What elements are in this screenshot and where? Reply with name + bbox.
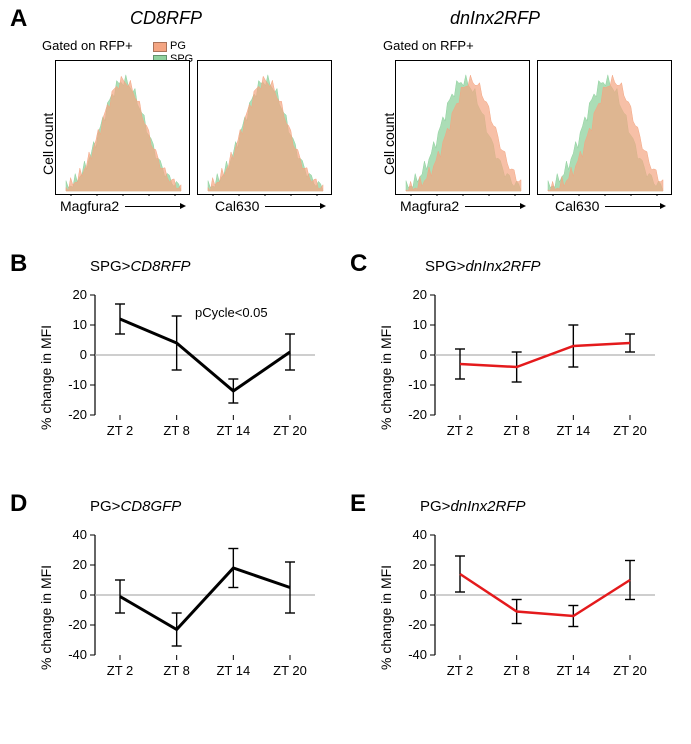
panel-d-ylabel: % change in MFI bbox=[38, 565, 54, 670]
svg-text:10: 10 bbox=[73, 317, 87, 332]
svg-text:ZT 14: ZT 14 bbox=[216, 423, 250, 438]
svg-text:ZT 14: ZT 14 bbox=[216, 663, 250, 678]
panel-d-title: PG>CD8GFP bbox=[90, 498, 181, 515]
histogram-4 bbox=[537, 60, 672, 195]
svg-text:20: 20 bbox=[413, 557, 427, 572]
svg-text:ZT 20: ZT 20 bbox=[613, 663, 647, 678]
panel-c-label: C bbox=[350, 250, 367, 278]
panel-b-title: SPG>CD8RFP bbox=[90, 258, 190, 275]
chart-c: -20 -10 0 10 20 ZT 2 ZT 8 ZT 14 ZT 20 bbox=[405, 290, 665, 445]
panel-d-label: D bbox=[10, 490, 27, 518]
histogram-3 bbox=[395, 60, 530, 195]
svg-text:-10: -10 bbox=[68, 377, 87, 392]
svg-text:ZT 20: ZT 20 bbox=[273, 423, 307, 438]
svg-text:40: 40 bbox=[413, 530, 427, 542]
svg-text:ZT 8: ZT 8 bbox=[163, 423, 190, 438]
svg-text:-40: -40 bbox=[68, 647, 87, 662]
legend-pg-swatch bbox=[153, 42, 167, 52]
svg-text:10: 10 bbox=[413, 317, 427, 332]
panel-b-title-prefix: SPG> bbox=[90, 258, 130, 275]
svg-text:0: 0 bbox=[420, 587, 427, 602]
svg-text:ZT 14: ZT 14 bbox=[556, 423, 590, 438]
panel-c-ylabel: % change in MFI bbox=[378, 325, 394, 430]
svg-text:0: 0 bbox=[80, 347, 87, 362]
panel-a-label: A bbox=[10, 5, 27, 33]
svg-text:ZT 8: ZT 8 bbox=[163, 663, 190, 678]
panel-c-title: SPG>dnInx2RFP bbox=[425, 258, 540, 275]
panel-e-title: PG>dnInx2RFP bbox=[420, 498, 525, 515]
svg-text:ZT 2: ZT 2 bbox=[447, 663, 474, 678]
svg-text:ZT 8: ZT 8 bbox=[503, 663, 530, 678]
figure-container: { "panelA": { "label": "A", "left_title"… bbox=[0, 0, 691, 744]
panel-b-ylabel: % change in MFI bbox=[38, 325, 54, 430]
panel-e-title-prefix: PG> bbox=[420, 498, 450, 515]
svg-text:ZT 20: ZT 20 bbox=[613, 423, 647, 438]
svg-text:ZT 2: ZT 2 bbox=[447, 423, 474, 438]
panel-b-annotation: pCycle<0.05 bbox=[195, 305, 268, 320]
panel-b-title-italic: CD8RFP bbox=[130, 258, 190, 275]
gate-label-left: Gated on RFP+ bbox=[42, 38, 133, 53]
svg-text:ZT 2: ZT 2 bbox=[107, 663, 134, 678]
gate-label-right: Gated on RFP+ bbox=[383, 38, 474, 53]
svg-text:-20: -20 bbox=[68, 617, 87, 632]
panel-c-title-italic: dnInx2RFP bbox=[465, 258, 540, 275]
panel-a-right-title: dnInx2RFP bbox=[450, 8, 540, 29]
hist3-xlabel: Magfura2 bbox=[400, 198, 459, 214]
panel-a-left-title: CD8RFP bbox=[130, 8, 202, 29]
svg-text:-10: -10 bbox=[408, 377, 427, 392]
panel-c-title-prefix: SPG> bbox=[425, 258, 465, 275]
svg-text:ZT 8: ZT 8 bbox=[503, 423, 530, 438]
panel-e-label: E bbox=[350, 490, 366, 518]
panel-a-ylabel-left: Cell count bbox=[40, 113, 56, 175]
hist4-arrow bbox=[605, 206, 660, 207]
svg-text:-20: -20 bbox=[408, 617, 427, 632]
svg-text:-20: -20 bbox=[68, 407, 87, 422]
svg-text:20: 20 bbox=[413, 290, 427, 302]
svg-text:ZT 2: ZT 2 bbox=[107, 423, 134, 438]
panel-e-title-italic: dnInx2RFP bbox=[450, 498, 525, 515]
histogram-1 bbox=[55, 60, 190, 195]
svg-text:ZT 20: ZT 20 bbox=[273, 663, 307, 678]
panel-a-ylabel-right: Cell count bbox=[381, 113, 397, 175]
panel-b-label: B bbox=[10, 250, 27, 278]
panel-d-title-italic: CD8GFP bbox=[120, 498, 181, 515]
histogram-2 bbox=[197, 60, 332, 195]
chart-d: -40 -20 0 20 40 ZT 2 ZT 8 ZT 14 ZT 20 bbox=[65, 530, 325, 685]
hist2-arrow bbox=[265, 206, 320, 207]
svg-text:ZT 14: ZT 14 bbox=[556, 663, 590, 678]
hist1-arrow bbox=[125, 206, 180, 207]
hist3-arrow bbox=[465, 206, 520, 207]
legend-pg-text: PG bbox=[170, 40, 186, 52]
hist1-xlabel: Magfura2 bbox=[60, 198, 119, 214]
svg-text:20: 20 bbox=[73, 557, 87, 572]
svg-text:0: 0 bbox=[80, 587, 87, 602]
svg-text:40: 40 bbox=[73, 530, 87, 542]
svg-text:20: 20 bbox=[73, 290, 87, 302]
panel-d-title-prefix: PG> bbox=[90, 498, 120, 515]
hist4-xlabel: Cal630 bbox=[555, 198, 599, 214]
hist2-xlabel: Cal630 bbox=[215, 198, 259, 214]
chart-e: -40 -20 0 20 40 ZT 2 ZT 8 ZT 14 ZT 20 bbox=[405, 530, 665, 685]
svg-text:-20: -20 bbox=[408, 407, 427, 422]
svg-text:-40: -40 bbox=[408, 647, 427, 662]
svg-text:0: 0 bbox=[420, 347, 427, 362]
panel-e-ylabel: % change in MFI bbox=[378, 565, 394, 670]
